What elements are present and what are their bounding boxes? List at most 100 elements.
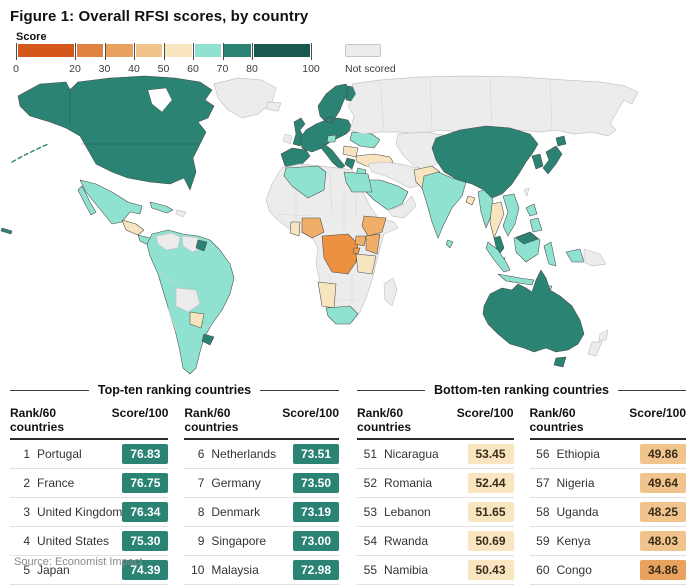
- score-badge: 75.30: [122, 531, 169, 551]
- map-region-italy: [320, 143, 346, 170]
- rank-cell: 8: [197, 505, 205, 519]
- country-cell: Netherlands: [211, 447, 277, 461]
- legend-segment-80-100: [253, 44, 310, 57]
- map-region-denmark: [325, 116, 334, 124]
- map-region-china: [431, 125, 539, 199]
- map-region-new-zealand-north: [598, 329, 609, 342]
- map-region-canada-usa: [17, 75, 215, 191]
- table-row: 52 Romania 52.44: [357, 469, 514, 498]
- country-cell: Singapore: [211, 534, 267, 548]
- table-row: 7 Germany 73.50: [184, 469, 339, 498]
- table-header: Rank/60 countries Score/100: [10, 404, 169, 440]
- legend-tick: [163, 43, 165, 60]
- legend-tick: [311, 43, 312, 60]
- map-region-thailand: [489, 201, 505, 239]
- legend-segment-20-30: [76, 44, 103, 57]
- map-region-java: [497, 273, 535, 286]
- map-region-algeria: [283, 165, 327, 199]
- map-region-baja: [77, 185, 97, 216]
- country-cell: Nigeria: [556, 476, 595, 490]
- table-row: 1 Portugal 76.83: [10, 440, 169, 469]
- score-badge: 76.75: [122, 473, 169, 493]
- source-note: Source: Economist Impact: [14, 556, 143, 568]
- rank-header: Rank/60 countries: [529, 406, 584, 434]
- legend-segment-30-40: [106, 44, 133, 57]
- ranking-tables: Top-ten ranking countries Rank/60 countr…: [10, 383, 687, 585]
- table-row: 54 Rwanda 50.69: [357, 527, 514, 556]
- country-cell: United States: [37, 534, 110, 548]
- bottom-ten-title-text: Bottom-ten ranking countries: [434, 383, 610, 397]
- legend-tick-label: 100: [302, 63, 320, 75]
- table-row: 3 United Kingdom 76.34: [10, 498, 169, 527]
- country-cell: Lebanon: [384, 505, 431, 519]
- map-region-tasmania: [553, 356, 567, 368]
- legend-color-bar: 0 20 30 40 50 60 70 80 100: [13, 43, 320, 75]
- map-region-hokkaido: [555, 135, 567, 147]
- legend-segment-70-80: [224, 44, 251, 57]
- map-region-new-guinea: [583, 248, 607, 267]
- table-row: 2 France 76.75: [10, 469, 169, 498]
- top-ten-title-text: Top-ten ranking countries: [97, 383, 252, 397]
- rank-cell: 60: [536, 563, 550, 577]
- rank-cell: 1: [23, 447, 30, 461]
- rank-cell: 54: [363, 534, 377, 548]
- map-region-korea: [531, 153, 544, 170]
- rank-cell: 58: [536, 505, 550, 519]
- map-region-greece: [344, 157, 356, 170]
- rank-cell: 7: [197, 476, 205, 490]
- country-cell: Denmark: [211, 505, 261, 519]
- table-row: 6 Netherlands 73.51: [184, 440, 339, 469]
- map-region-russia: [347, 75, 639, 137]
- rank-header: Rank/60 countries: [10, 406, 65, 434]
- map-region-nigeria: [301, 217, 325, 239]
- legend-tick-label: 70: [216, 63, 229, 75]
- legend-tick-label: 60: [187, 63, 199, 75]
- map-region-cuba: [149, 201, 174, 214]
- map-region-philippines-south: [529, 217, 543, 233]
- legend-tick: [134, 43, 135, 60]
- country-cell: Kenya: [556, 534, 591, 548]
- map-region-ukraine: [349, 131, 381, 149]
- rank-cell: 53: [363, 505, 377, 519]
- map-region-east-malaysia: [515, 231, 539, 245]
- map-region-sulawesi: [543, 241, 557, 267]
- score-badge: 48.03: [640, 531, 686, 551]
- score-badge: 76.83: [122, 444, 169, 464]
- rank-cell: 9: [197, 534, 205, 548]
- legend-tick-label: 0: [13, 63, 19, 75]
- score-header: Score/100: [629, 406, 686, 420]
- map-region-bolivia: [175, 287, 201, 313]
- table-row: 57 Nigeria 49.64: [529, 469, 686, 498]
- legend-title: Score: [16, 31, 47, 43]
- bottom-ten-title: Bottom-ten ranking countries: [357, 383, 687, 397]
- rank-cell: 10: [191, 563, 205, 577]
- bottom-ten-table-a: Rank/60 countries Score/100 51 Nicaragua 5…: [357, 404, 514, 585]
- table-row: 9 Singapore 73.00: [184, 527, 339, 556]
- table-row: 51 Nicaragua 53.45: [357, 440, 514, 469]
- table-header: Rank/60 countries Score/100: [357, 404, 514, 440]
- legend-tick: [104, 43, 106, 60]
- map-region-central-america-north: [121, 219, 145, 236]
- map-region-mexico: [79, 179, 143, 225]
- score-badge: 76.34: [122, 502, 169, 522]
- figure-title: Figure 1: Overall RFSI scores, by countr…: [10, 8, 309, 25]
- score-badge: 50.43: [467, 560, 514, 580]
- map-region-ethiopia: [361, 215, 387, 237]
- legend-tick: [16, 43, 17, 60]
- rank-cell: 51: [363, 447, 377, 461]
- map-region-scandinavia: [317, 83, 351, 123]
- table-header: Rank/60 countries Score/100: [529, 404, 686, 440]
- score-badge: 51.65: [467, 502, 514, 522]
- score-badge: 73.51: [293, 444, 339, 464]
- country-cell: Portugal: [37, 447, 82, 461]
- map-region-venezuela: [155, 232, 181, 251]
- map-region-sumatra: [485, 241, 511, 273]
- country-cell: Congo: [556, 563, 592, 577]
- map-region-iceland: [265, 101, 282, 112]
- map-region-greenland: [213, 77, 277, 119]
- table-row: 8 Denmark 73.19: [184, 498, 339, 527]
- legend-tick: [193, 43, 194, 60]
- country-cell: Germany: [211, 476, 261, 490]
- not-scored-swatch: [345, 44, 381, 57]
- score-badge: 52.44: [467, 473, 514, 493]
